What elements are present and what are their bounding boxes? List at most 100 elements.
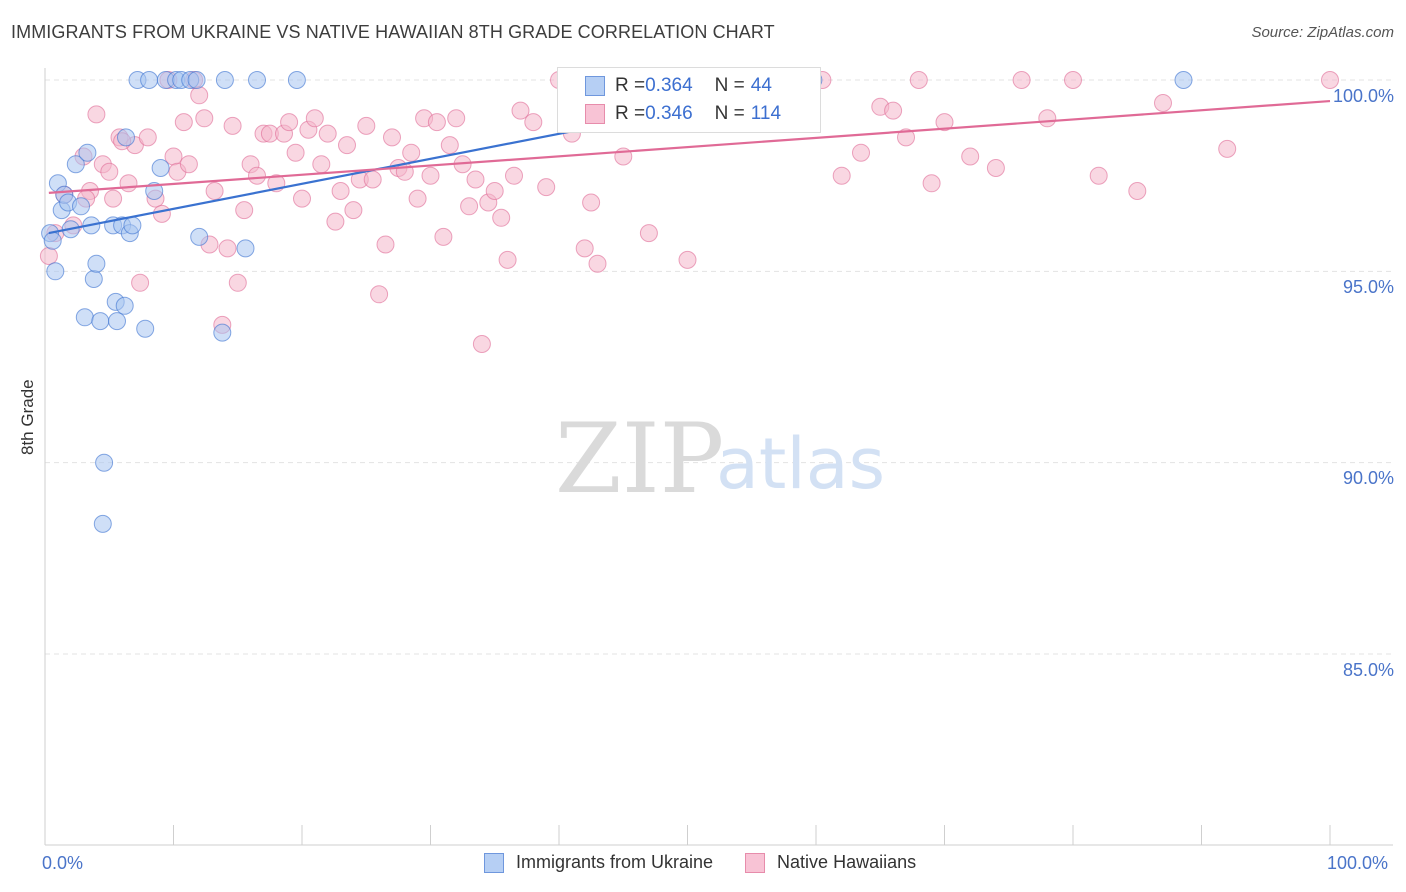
data-point (344, 201, 363, 220)
data-point (909, 71, 928, 89)
data-point (151, 159, 170, 177)
data-point (961, 147, 980, 166)
data-point (248, 166, 266, 185)
data-point (119, 174, 138, 193)
data-point (326, 212, 345, 231)
data-point (678, 250, 697, 269)
data-point (136, 319, 155, 338)
data-point (440, 136, 459, 155)
data-point (363, 170, 382, 189)
data-point (187, 71, 206, 89)
data-point (852, 143, 870, 162)
r-label: R = (615, 75, 646, 96)
data-point (1064, 71, 1082, 89)
data-point (588, 254, 607, 273)
r-value: 0.364 (645, 75, 693, 96)
data-point (213, 323, 232, 342)
data-point (1321, 71, 1339, 89)
data-point (95, 453, 114, 472)
n-value: 114 (750, 103, 782, 124)
data-point (1089, 166, 1108, 185)
source-label: Source: ZipAtlas.com (1251, 24, 1394, 41)
data-point (190, 86, 209, 105)
data-point (1218, 139, 1237, 158)
data-point (357, 116, 376, 135)
data-point (1174, 71, 1193, 89)
data-point (248, 71, 266, 89)
data-point (524, 113, 543, 132)
data-point (215, 71, 234, 89)
data-point (408, 189, 427, 208)
data-point (1154, 94, 1172, 112)
legend-row-ukraine: R = 0.364 N = 44 (585, 72, 772, 100)
data-point (884, 101, 903, 120)
data-point (100, 162, 119, 181)
legend-swatch-pink (745, 852, 766, 873)
data-point (84, 270, 103, 288)
data-point (72, 197, 90, 216)
y-tick-label: 90.0% (1342, 468, 1394, 488)
data-point (223, 116, 242, 135)
r-value: 0.346 (645, 103, 693, 124)
data-point (639, 224, 658, 243)
legend-swatch-blue (484, 852, 504, 873)
data-point (434, 227, 453, 246)
legend-item-hawaiians[interactable]: Native Hawaiians (745, 852, 916, 873)
data-point (537, 178, 556, 197)
data-point (117, 128, 135, 147)
data-point (205, 182, 224, 200)
data-point (287, 71, 306, 89)
data-point (93, 514, 112, 533)
legend-row-hawaiians: R = 0.346 N = 114 (585, 100, 781, 128)
data-point (123, 216, 142, 235)
y-tick-label: 100.0% (1332, 86, 1394, 106)
data-point (383, 128, 401, 147)
data-point (218, 239, 237, 258)
data-point (338, 136, 356, 155)
data-point (104, 189, 123, 208)
data-point (39, 247, 58, 265)
data-point (75, 308, 94, 327)
data-point (447, 109, 466, 128)
data-point (421, 166, 440, 185)
data-point (935, 113, 954, 132)
data-point (152, 204, 171, 223)
data-point (376, 235, 395, 254)
data-point (138, 128, 157, 147)
data-point (485, 182, 504, 200)
data-point (228, 273, 247, 292)
y-tick-label: 95.0% (1342, 277, 1394, 297)
data-point (108, 312, 126, 331)
x-tick-label: 100.0% (1327, 853, 1389, 873)
data-point (1038, 109, 1057, 128)
data-point (1012, 71, 1031, 89)
data-point (235, 201, 254, 220)
data-point (402, 143, 421, 162)
data-point (305, 109, 324, 128)
data-point (66, 155, 85, 174)
watermark-zip: ZIP (555, 403, 724, 515)
data-point (460, 197, 479, 216)
series-legend: Immigrants from Ukraine Native Hawaiians (484, 852, 948, 873)
data-point (190, 227, 209, 246)
n-value: 44 (750, 75, 772, 96)
data-point (78, 143, 97, 162)
data-point (179, 155, 198, 174)
data-point (91, 312, 110, 331)
r-label: R = (615, 103, 646, 124)
series-immigrants-from-ukraine (41, 71, 1193, 533)
data-point (318, 124, 337, 143)
data-point (293, 189, 311, 208)
data-point (370, 285, 389, 304)
data-point (195, 109, 214, 128)
data-point (492, 208, 511, 227)
trend-line (48, 99, 1331, 194)
legend-item-ukraine[interactable]: Immigrants from Ukraine (484, 852, 713, 873)
data-point (87, 254, 106, 273)
n-label: N = (714, 103, 745, 124)
data-point (986, 159, 1005, 177)
legend-swatch-blue (585, 76, 605, 96)
legend-label: Native Hawaiians (777, 852, 917, 872)
data-point (832, 166, 851, 185)
